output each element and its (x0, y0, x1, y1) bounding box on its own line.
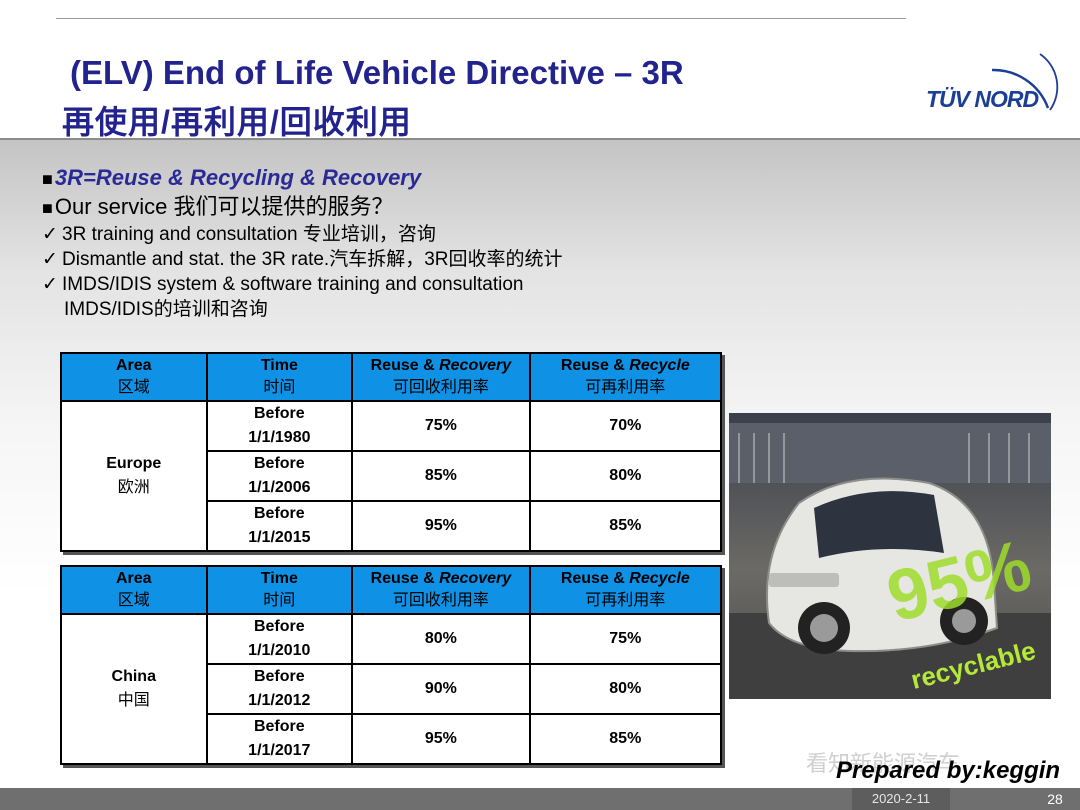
sub-bullet-training: ✓ 3R training and consultation 专业培训，咨询 (42, 224, 436, 245)
slide-title-line1: (ELV) End of Life Vehicle Directive – 3R (70, 54, 684, 91)
slide-header: (ELV) End of Life Vehicle Directive – 3R… (0, 0, 1080, 140)
recycle-cell: 85% (528, 713, 723, 765)
tuv-nord-logo: TÜV NORD (922, 48, 1062, 120)
europe-rate-table: Area 区域 Time 时间 Reuse & Recovery 可回收利用率 Reu… (60, 352, 723, 552)
table-row: Before 1/1/2017 95% 85% (61, 713, 723, 765)
footer-date: 2020-2-11 (852, 788, 950, 810)
top-divider (56, 18, 906, 19)
time-cell: Before 1/1/2017 (205, 713, 354, 765)
header-recovery: Reuse & Recovery 可回收利用率 (351, 565, 531, 615)
recovery-cell: 80% (351, 613, 531, 665)
recycle-cell: 70% (528, 400, 723, 452)
table-header-row: Area 区域 Time 时间 Reuse & Recovery 可回收利用率 Reu… (60, 352, 723, 402)
recycle-cell: 80% (528, 450, 723, 502)
recovery-cell: 95% (351, 500, 531, 552)
recovery-cell: 75% (351, 400, 531, 452)
header-time: Time 时间 (205, 352, 354, 402)
time-cell: Before 1/1/1980 (205, 400, 354, 452)
recycle-cell: 80% (528, 663, 723, 715)
header-recycle: Reuse & Recycle 可再利用率 (528, 565, 723, 615)
china-rate-table: Area 区域 Time 时间 Reuse & Recovery 可回收利用率 Reu… (60, 565, 723, 765)
header-divider (0, 138, 1080, 140)
bullet-3r: ■3R=Reuse & Recycling & Recovery (42, 165, 422, 190)
region-cell: Europe 欧洲 (60, 400, 208, 552)
recyclable-car-photo: 95% recyclable (729, 413, 1051, 699)
time-cell: Before 1/1/2015 (205, 500, 354, 552)
header-recovery: Reuse & Recovery 可回收利用率 (351, 352, 531, 402)
check-mark-icon: ✓ (42, 274, 58, 295)
sub-bullet-imds: ✓ IMDS/IDIS system & software training an… (42, 274, 524, 295)
square-bullet-icon: ■ (42, 198, 53, 218)
region-cell: China 中国 (60, 613, 208, 765)
bullet-service: ■Our service 我们可以提供的服务？ (42, 194, 394, 219)
time-cell: Before 1/1/2006 (205, 450, 354, 502)
time-cell: Before 1/1/2010 (205, 613, 354, 665)
recovery-cell: 85% (351, 450, 531, 502)
recovery-cell: 95% (351, 713, 531, 765)
header-recycle: Reuse & Recycle 可再利用率 (528, 352, 723, 402)
header-area: Area 区域 (60, 352, 208, 402)
square-bullet-icon: ■ (42, 169, 53, 189)
table-row: Before 1/1/2006 85% 80% (61, 450, 723, 502)
table-row: China 中国 Before 1/1/2010 80% 75% (60, 613, 723, 765)
page-number: 28 (1047, 791, 1063, 807)
sub-bullet-imds-cn: IMDS/IDIS的培训和咨询 (64, 299, 268, 320)
table-row: Europe 欧洲 Before 1/1/1980 75% 70% (60, 400, 723, 552)
recycle-cell: 75% (528, 613, 723, 665)
table-row: Before 1/1/2015 95% 85% (61, 500, 723, 552)
slide-footer: 2020-2-11 28 (0, 788, 1080, 810)
time-cell: Before 1/1/2012 (205, 663, 354, 715)
prepared-by-credit: Prepared by:keggin (836, 757, 1061, 784)
sub-bullet-dismantle: ✓ Dismantle and stat. the 3R rate.汽车拆解，3R… (42, 249, 563, 270)
table-row: Before 1/1/2012 90% 80% (61, 663, 723, 715)
recovery-cell: 90% (351, 663, 531, 715)
recycle-cell: 85% (528, 500, 723, 552)
bullet-list: ■3R=Reuse & Recycling & Recovery ■Our se… (42, 164, 562, 322)
slide-title-line2: 再使用/再利用/回收利用 (62, 104, 412, 140)
wechat-watermark: 看知新能源汽车 (806, 751, 961, 776)
header-area: Area 区域 (60, 565, 208, 615)
table-header-row: Area 区域 Time 时间 Reuse & Recovery 可回收利用率 Reu… (60, 565, 723, 615)
check-mark-icon: ✓ (42, 249, 58, 270)
check-mark-icon: ✓ (42, 224, 58, 245)
header-time: Time 时间 (205, 565, 354, 615)
logo-text: TÜV NORD (926, 86, 1039, 112)
